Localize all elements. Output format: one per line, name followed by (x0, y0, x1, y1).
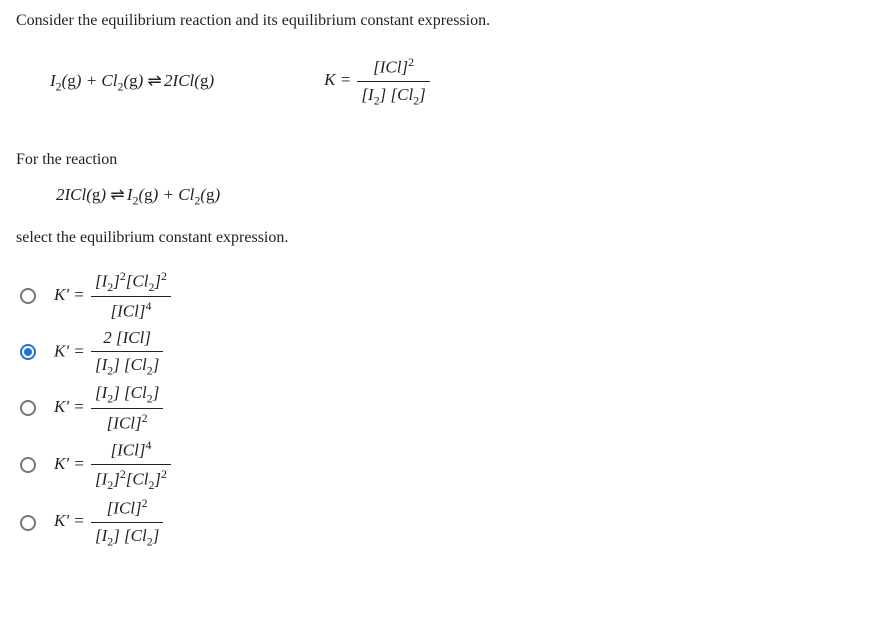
option-expression-4: K' = [ICl]2[I2] [Cl2] (54, 495, 165, 550)
radio-icon[interactable] (20, 457, 36, 473)
option-expression-3: K' = [ICl]4[I2]2[Cl2]2 (54, 437, 173, 493)
given-k-expression: K = [ICl]2 [I2] [Cl2] (324, 54, 432, 109)
option-expression-0: K' = [I2]2[Cl2]2[ICl]4 (54, 268, 173, 324)
radio-icon[interactable] (20, 515, 36, 531)
option-row-1[interactable]: K' = 2 [ICl][I2] [Cl2] (20, 326, 861, 379)
k-numerator: [ICl]2 (357, 54, 429, 81)
radio-icon[interactable] (20, 288, 36, 304)
radio-icon[interactable] (20, 344, 36, 360)
select-label: select the equilibrium constant expressi… (16, 227, 861, 249)
radio-icon[interactable] (20, 400, 36, 416)
option-row-4[interactable]: K' = [ICl]2[I2] [Cl2] (20, 495, 861, 550)
option-expression-2: K' = [I2] [Cl2][ICl]2 (54, 381, 165, 436)
option-row-3[interactable]: K' = [ICl]4[I2]2[Cl2]2 (20, 437, 861, 493)
target-reaction: 2ICl(g) ⇌ I2(g) + Cl2(g) (56, 183, 861, 209)
given-equation-row: I2(g) + Cl2(g) ⇌ 2ICl(g) K = [ICl]2 [I2]… (50, 54, 861, 109)
intro-text: Consider the equilibrium reaction and it… (16, 10, 861, 32)
k-denominator: [I2] [Cl2] (357, 82, 429, 109)
k-lhs: K = (324, 71, 351, 90)
options-group: K' = [I2]2[Cl2]2[ICl]4K' = 2 [ICl][I2] [… (16, 268, 861, 550)
option-row-2[interactable]: K' = [I2] [Cl2][ICl]2 (20, 381, 861, 436)
for-reaction-label: For the reaction (16, 149, 861, 171)
given-reaction: I2(g) + Cl2(g) ⇌ 2ICl(g) (50, 69, 214, 95)
option-expression-1: K' = 2 [ICl][I2] [Cl2] (54, 326, 165, 379)
option-row-0[interactable]: K' = [I2]2[Cl2]2[ICl]4 (20, 268, 861, 324)
